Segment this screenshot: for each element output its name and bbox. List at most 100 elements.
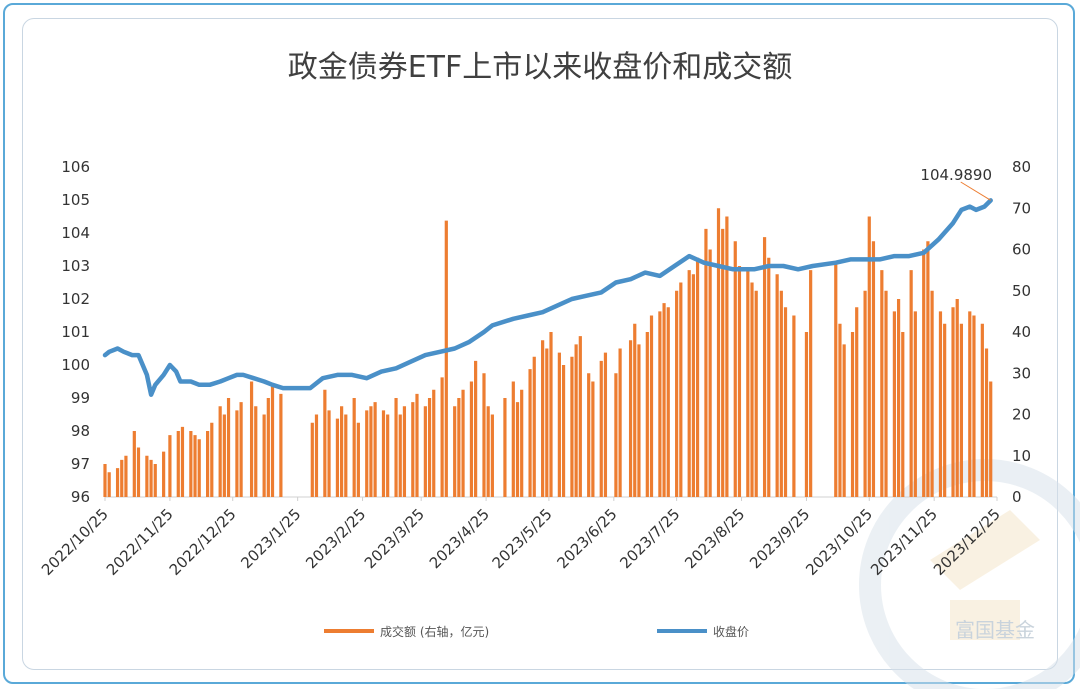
volume-bar xyxy=(675,290,679,497)
close-price-point xyxy=(365,377,368,380)
volume-bar xyxy=(249,381,254,497)
close-price-point xyxy=(834,261,837,264)
close-price-point xyxy=(526,314,530,317)
close-price-point xyxy=(409,360,412,363)
x-axis-tick-label: 2023/4/25 xyxy=(426,505,493,572)
volume-bar xyxy=(754,290,758,497)
outer-frame xyxy=(3,3,1075,684)
volume-bar xyxy=(162,451,166,497)
chart-title: 政金债券ETF上市以来收盘价和成交额 xyxy=(288,50,793,85)
volume-bar xyxy=(574,344,578,497)
volume-bar xyxy=(775,274,779,497)
volume-bar xyxy=(687,270,691,497)
volume-bar xyxy=(193,435,197,497)
volume-bar xyxy=(335,418,340,497)
volume-bar xyxy=(884,290,888,497)
left-axis-tick-label: 102 xyxy=(61,290,90,308)
close-price-point xyxy=(131,353,134,357)
volume-bar xyxy=(528,369,532,497)
volume-bar xyxy=(398,414,402,497)
volume-bar xyxy=(984,348,989,497)
volume-bar xyxy=(737,266,742,497)
volume-bar xyxy=(842,344,846,497)
right-axis-tick-label: 30 xyxy=(1012,364,1031,382)
volume-bar xyxy=(666,307,670,497)
volume-bar xyxy=(262,414,266,497)
close-price-point xyxy=(614,281,618,284)
volume-bar xyxy=(545,348,549,497)
volume-bar xyxy=(779,290,783,497)
volume-bar xyxy=(633,323,637,497)
volume-bar xyxy=(645,332,649,497)
right-axis-tick-label: 0 xyxy=(1012,488,1022,506)
close-price-point xyxy=(878,258,881,261)
volume-bar xyxy=(511,381,515,497)
volume-bar xyxy=(892,311,896,497)
close-price-point xyxy=(687,254,691,258)
volume-bar xyxy=(930,290,934,497)
close-price-point xyxy=(849,258,852,261)
volume-bar xyxy=(792,315,796,497)
volume-bar xyxy=(503,398,507,497)
volume-bar xyxy=(103,464,107,497)
volume-bar xyxy=(189,431,193,497)
volume-bar xyxy=(254,406,258,497)
close-price-point xyxy=(321,377,324,380)
x-axis-tick-label: 2023/3/25 xyxy=(361,505,428,572)
close-price-point xyxy=(252,377,255,380)
close-price-point xyxy=(394,367,398,370)
close-price-point xyxy=(731,268,735,271)
close-price-point xyxy=(227,377,230,380)
close-price-point xyxy=(198,383,201,386)
volume-bar xyxy=(411,402,415,497)
right-axis-tick-label: 50 xyxy=(1012,282,1031,300)
volume-bar xyxy=(578,336,582,497)
volume-bar xyxy=(838,323,842,497)
volume-bar xyxy=(783,307,788,497)
close-price-point xyxy=(208,383,211,386)
legend: 成交额 (右轴，亿元) 收盘价 xyxy=(324,624,749,639)
volume-bar xyxy=(490,414,494,497)
volume-bar xyxy=(486,406,490,497)
volume-bar xyxy=(649,315,654,497)
left-axis: 96 97 98 99 100 101 102 103 104 105 106 xyxy=(61,158,90,506)
volume-bar xyxy=(394,398,398,497)
volume-bar xyxy=(415,393,419,497)
volume-bar xyxy=(457,398,461,497)
volume-bar xyxy=(197,439,201,497)
close-price-point xyxy=(983,205,986,208)
volume-bar xyxy=(662,303,666,497)
close-price-line xyxy=(102,198,993,397)
volume-bar xyxy=(591,381,595,497)
close-price-point xyxy=(380,370,383,373)
volume-bar xyxy=(880,270,884,497)
volume-bar xyxy=(959,323,964,497)
left-axis-tick-label: 100 xyxy=(61,356,90,374)
volume-bar xyxy=(444,220,448,497)
close-price-point xyxy=(570,297,574,301)
volume-bar xyxy=(750,282,754,497)
volume-bar xyxy=(943,323,947,497)
close-price-point xyxy=(137,353,140,357)
volume-bar xyxy=(314,414,319,497)
volume-bar xyxy=(176,431,180,497)
volume-bar xyxy=(356,422,360,497)
close-price-point xyxy=(960,208,963,212)
close-price-point xyxy=(241,373,245,377)
close-price-point xyxy=(644,271,647,274)
close-price-point xyxy=(168,363,172,367)
close-price-point xyxy=(491,324,494,327)
volume-bar xyxy=(746,270,750,497)
close-price-point xyxy=(482,330,486,334)
volume-bar xyxy=(561,365,566,497)
volume-bar xyxy=(206,431,210,497)
close-price-point xyxy=(673,264,676,268)
close-price-point xyxy=(702,261,706,264)
volume-bar xyxy=(955,299,959,497)
volume-bar xyxy=(373,402,377,497)
volume-bar xyxy=(599,360,603,497)
volume-bar xyxy=(132,431,136,497)
close-price-point xyxy=(116,347,119,350)
volume-bar xyxy=(310,422,314,497)
volume-bar xyxy=(423,406,427,497)
